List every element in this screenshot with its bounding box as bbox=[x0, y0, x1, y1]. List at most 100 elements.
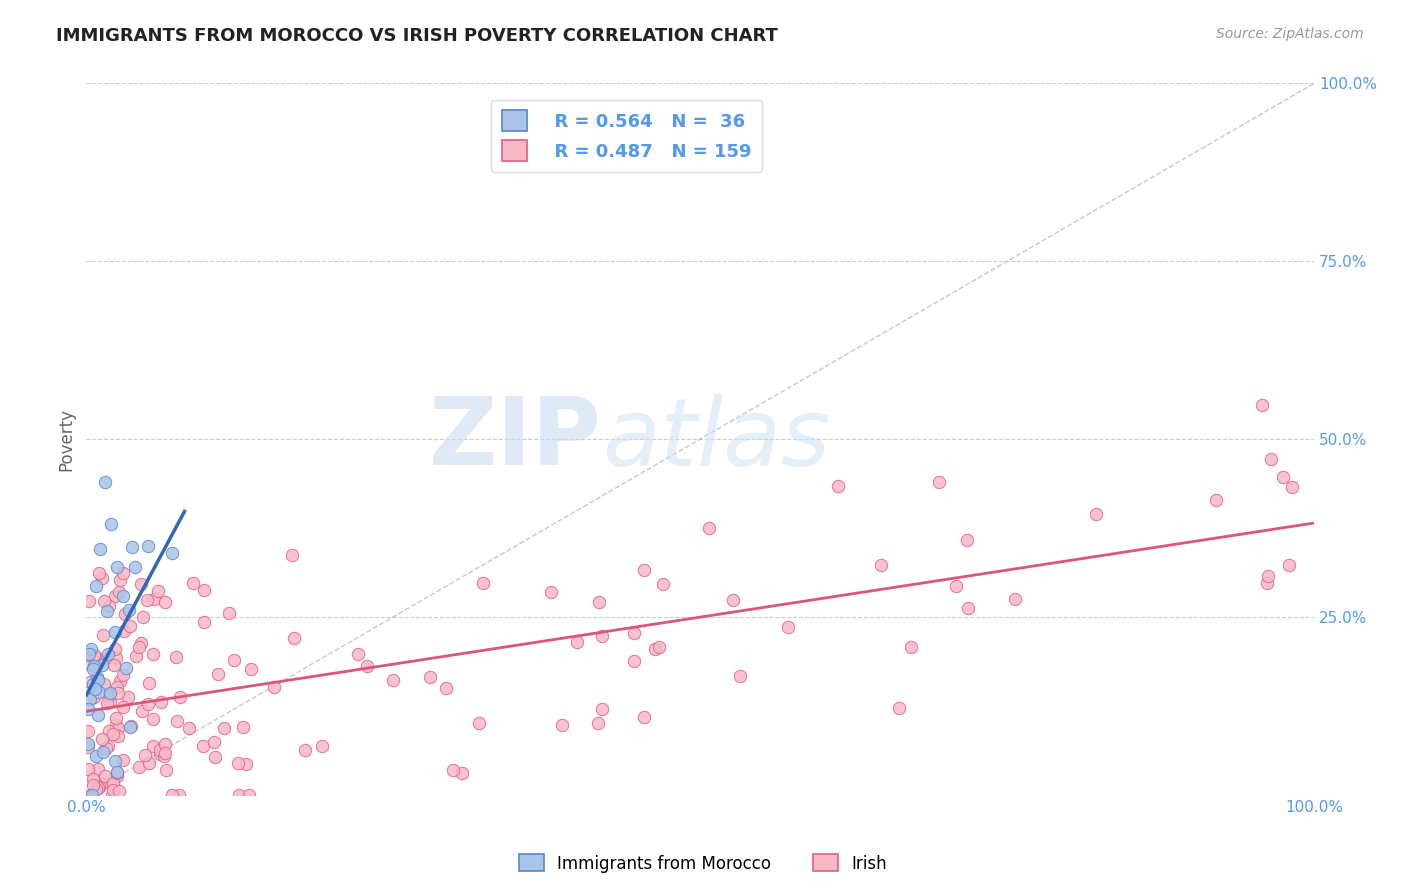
Point bbox=[101, 783, 124, 797]
Point bbox=[356, 659, 378, 673]
Point bbox=[136, 593, 159, 607]
Point bbox=[97, 647, 120, 661]
Point bbox=[80, 649, 103, 664]
Point bbox=[120, 619, 142, 633]
Point bbox=[112, 624, 135, 638]
Point bbox=[138, 675, 160, 690]
Point bbox=[105, 765, 128, 780]
Text: ZIP: ZIP bbox=[429, 393, 602, 485]
Point bbox=[104, 589, 127, 603]
Point bbox=[870, 558, 893, 572]
Point bbox=[651, 577, 673, 591]
Point bbox=[79, 657, 101, 672]
Point bbox=[82, 778, 104, 792]
Point bbox=[226, 756, 249, 770]
Point bbox=[108, 585, 131, 599]
Point bbox=[83, 648, 105, 662]
Text: atlas: atlas bbox=[602, 393, 830, 484]
Point bbox=[468, 715, 491, 730]
Point bbox=[441, 763, 464, 777]
Point bbox=[105, 651, 128, 665]
Point bbox=[222, 653, 245, 667]
Point bbox=[105, 560, 128, 574]
Point bbox=[381, 673, 404, 687]
Point bbox=[110, 573, 132, 587]
Point bbox=[623, 654, 645, 668]
Point bbox=[142, 647, 165, 661]
Point bbox=[76, 762, 98, 776]
Point bbox=[281, 548, 304, 562]
Point bbox=[945, 579, 967, 593]
Point bbox=[79, 692, 101, 706]
Point bbox=[633, 710, 655, 724]
Point bbox=[633, 562, 655, 576]
Point bbox=[697, 521, 720, 535]
Point bbox=[86, 780, 108, 795]
Point bbox=[103, 658, 125, 673]
Point bbox=[104, 624, 127, 639]
Point bbox=[212, 722, 235, 736]
Point bbox=[887, 701, 910, 715]
Point bbox=[91, 745, 114, 759]
Point bbox=[110, 674, 132, 689]
Point bbox=[101, 788, 124, 802]
Point bbox=[451, 766, 474, 780]
Point bbox=[82, 772, 104, 787]
Point bbox=[540, 585, 562, 599]
Point bbox=[98, 695, 121, 709]
Point bbox=[80, 641, 103, 656]
Point bbox=[84, 649, 107, 664]
Point bbox=[124, 560, 146, 574]
Point bbox=[142, 712, 165, 726]
Point bbox=[131, 636, 153, 650]
Point bbox=[91, 571, 114, 585]
Point bbox=[97, 739, 120, 753]
Point bbox=[89, 780, 111, 794]
Point bbox=[111, 566, 134, 580]
Point bbox=[87, 673, 110, 688]
Point bbox=[218, 607, 240, 621]
Point bbox=[153, 749, 176, 764]
Point bbox=[294, 743, 316, 757]
Point bbox=[472, 576, 495, 591]
Point bbox=[79, 788, 101, 802]
Point bbox=[87, 762, 110, 776]
Point bbox=[550, 718, 572, 732]
Point bbox=[149, 695, 172, 709]
Point bbox=[136, 539, 159, 553]
Point bbox=[91, 658, 114, 673]
Point bbox=[1260, 452, 1282, 467]
Point bbox=[107, 729, 129, 743]
Point bbox=[239, 662, 262, 676]
Point bbox=[107, 721, 129, 735]
Point bbox=[193, 615, 215, 629]
Point bbox=[94, 769, 117, 783]
Point bbox=[93, 651, 115, 665]
Point bbox=[104, 718, 127, 732]
Point bbox=[169, 690, 191, 704]
Point bbox=[84, 579, 107, 593]
Point bbox=[153, 595, 176, 609]
Point bbox=[76, 701, 98, 715]
Point bbox=[565, 635, 588, 649]
Point bbox=[136, 697, 159, 711]
Point bbox=[434, 681, 457, 695]
Point bbox=[79, 675, 101, 690]
Point bbox=[827, 479, 849, 493]
Point bbox=[90, 776, 112, 790]
Point bbox=[105, 680, 128, 694]
Point bbox=[82, 677, 104, 691]
Point bbox=[89, 542, 111, 557]
Point bbox=[1272, 469, 1295, 483]
Point bbox=[108, 783, 131, 797]
Text: IMMIGRANTS FROM MOROCCO VS IRISH POVERTY CORRELATION CHART: IMMIGRANTS FROM MOROCCO VS IRISH POVERTY… bbox=[56, 27, 778, 45]
Point bbox=[100, 517, 122, 532]
Point bbox=[155, 764, 177, 778]
Point bbox=[588, 595, 610, 609]
Legend:   R = 0.564   N =  36,   R = 0.487   N = 159: R = 0.564 N = 36, R = 0.487 N = 159 bbox=[491, 100, 762, 172]
Point bbox=[114, 607, 136, 621]
Point bbox=[588, 716, 610, 731]
Point bbox=[98, 599, 121, 614]
Point bbox=[93, 677, 115, 691]
Point bbox=[207, 667, 229, 681]
